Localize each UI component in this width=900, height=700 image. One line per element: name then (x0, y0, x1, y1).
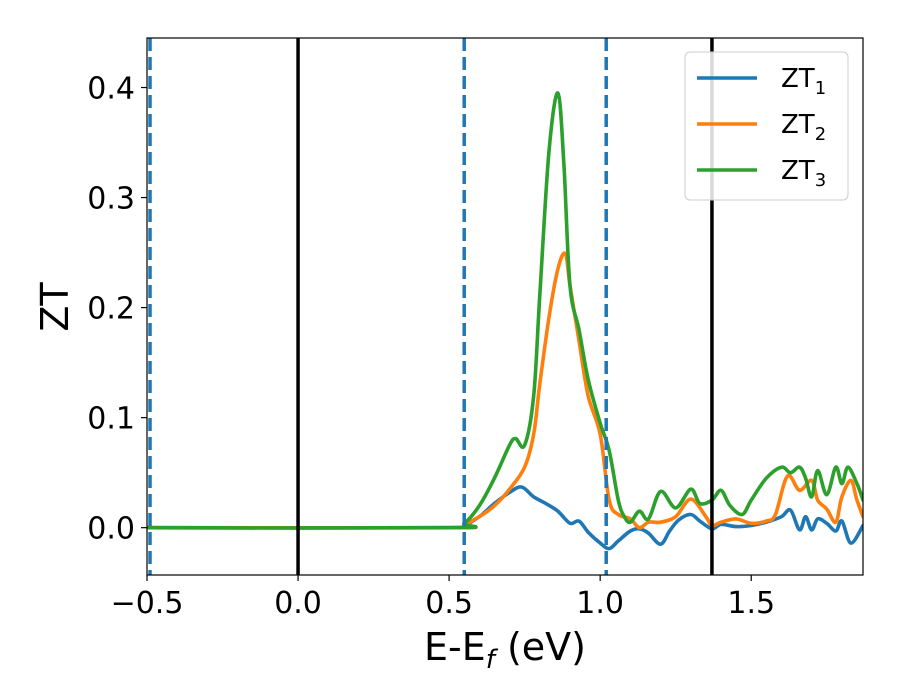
legend-box (684, 51, 849, 201)
y-tick-label: 0.1 (87, 402, 135, 437)
series-line-zt1 (147, 485, 863, 551)
legend-label-zt3: ZT3 (781, 156, 826, 191)
legend-label-zt1: ZT1 (781, 64, 826, 99)
series-lines (147, 91, 863, 551)
y-tick-label: 0.2 (87, 292, 135, 327)
x-axis-label: E-Ef (eV) (424, 625, 586, 675)
y-axis-label: ZT (33, 282, 77, 332)
x-tick-label: 0.5 (425, 586, 473, 621)
legend: ZT1 ZT2 ZT3 (684, 51, 849, 201)
x-tick-label: −0.5 (111, 586, 184, 621)
series-line-zt3 (147, 91, 863, 530)
x-tick-label: 0.0 (274, 586, 322, 621)
legend-label-zt2: ZT2 (781, 110, 826, 145)
x-tick-label: 1.0 (576, 586, 624, 621)
y-tick-label: 0.3 (87, 182, 135, 217)
x-tick-label: 1.5 (727, 586, 775, 621)
axis-ticks: −0.5 0.0 0.5 1.0 1.5 0.0 0.1 0.2 0.3 0.4 (87, 72, 775, 621)
plot-frame (146, 37, 864, 576)
vertical-markers (148, 38, 714, 575)
y-tick-label: 0.4 (87, 72, 135, 107)
y-tick-label: 0.0 (87, 512, 135, 547)
series-line-zt2 (147, 251, 863, 530)
